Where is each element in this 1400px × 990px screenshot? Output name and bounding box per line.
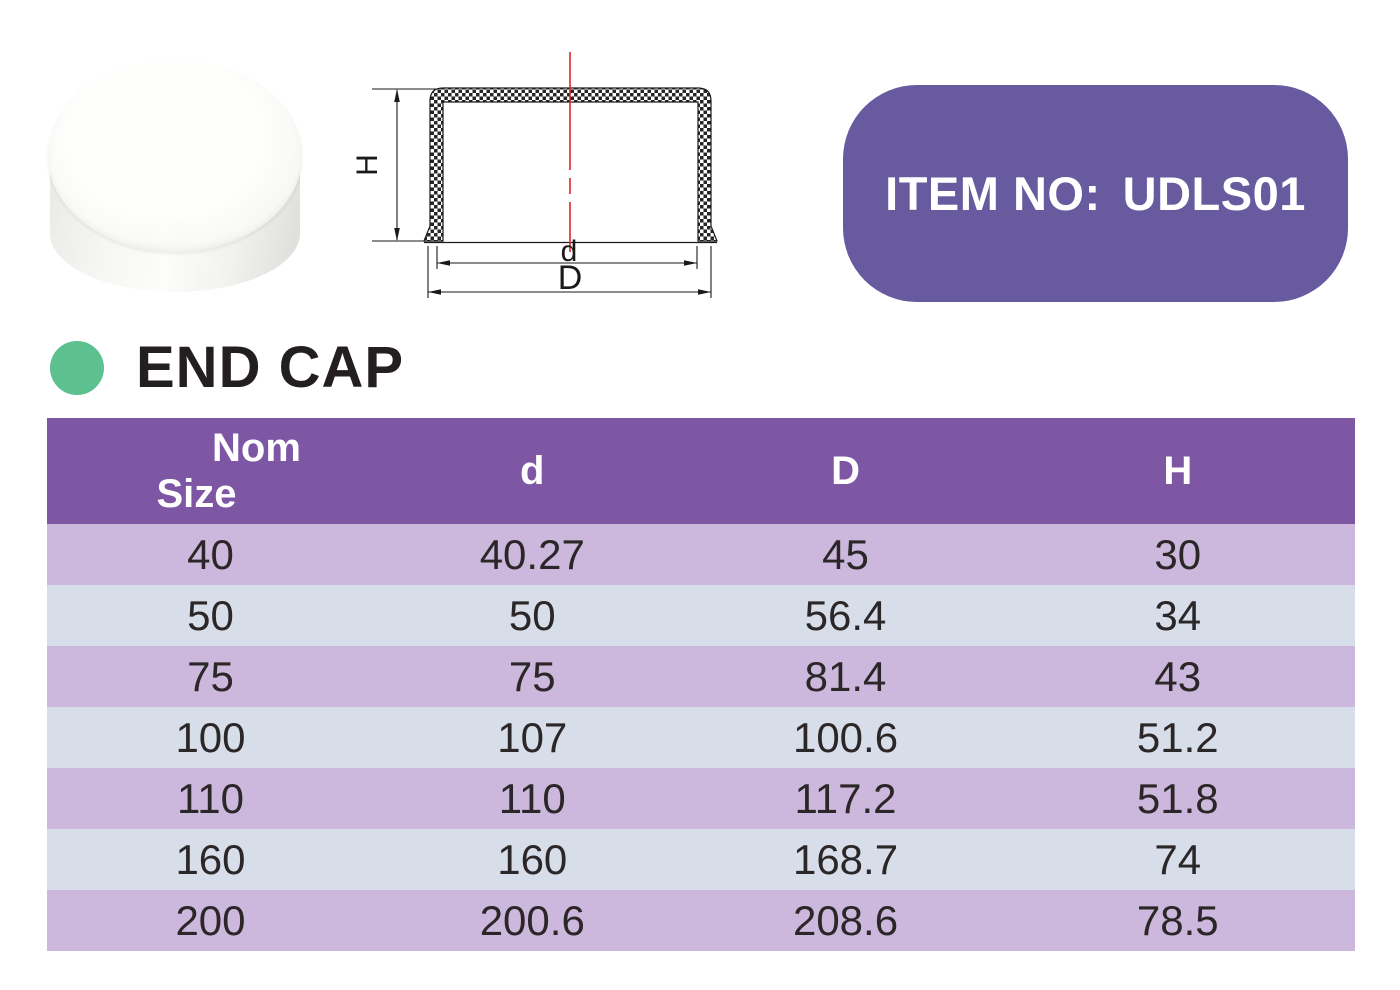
table-row: 75 75 81.4 43 [47,646,1355,707]
table-cell: 168.7 [792,835,899,883]
item-number-label: ITEM NO: [885,167,1101,220]
table-cell: 40.27 [479,530,585,578]
table-cell: 78.5 [1136,896,1219,944]
end-cap-top [48,60,302,252]
item-number-value: UDLS01 [1122,167,1306,220]
item-number-badge: ITEM NO: UDLS01 [843,85,1348,302]
table-cell: 75 [508,652,556,700]
dim-label-big-d: D [558,259,583,297]
table-row: 40 40.27 45 30 [47,524,1355,585]
table-row: 50 50 56.4 34 [47,585,1355,646]
table-row: 200 200.6 208.6 78.5 [47,890,1355,951]
table-cell: 160 [497,835,568,883]
header-nom-line2: Size [156,472,237,516]
product-photo [48,60,302,294]
table-cell: 74 [1154,835,1202,883]
table-body: 40 40.27 45 30 50 50 56.4 34 75 75 81.4 43 100 107 100… [47,524,1355,951]
table-cell: 208.6 [792,896,899,944]
table-cell: 117.2 [794,774,897,822]
table-cell: 51.8 [1136,774,1219,822]
table-cell: 50 [508,591,556,639]
header-big-d: D [690,418,1001,524]
table-cell: 30 [1154,530,1202,578]
table-cell: 110 [498,774,566,822]
cap-cross-section [423,87,718,242]
table-cell: 100 [175,713,246,761]
table-cell: 56.4 [804,591,887,639]
dimensions-table: Nom Size d D H 40 40.27 45 30 50 50 56.4 34 75 75… [47,418,1355,951]
header-nom-size: Nom Size [47,418,374,524]
table-cell: 51.2 [1136,713,1219,761]
dim-label-d: d [561,235,578,268]
table-header: Nom Size d D H [47,418,1355,524]
table-cell: 50 [187,591,234,639]
table-cell: 200.6 [479,896,585,944]
table-cell: 34 [1154,591,1202,639]
table-cell: 43 [1154,652,1202,700]
table-cell: 160 [175,835,246,883]
header-nom-line1: Nom [212,426,301,470]
table-row: 100 107 100.6 51.2 [47,707,1355,768]
table-row: 160 160 168.7 74 [47,829,1355,890]
dim-label-h: H [351,154,384,176]
header-d: d [374,418,691,524]
table-cell: 40 [187,530,234,578]
dimension-d-outer [427,246,712,298]
table-cell: 107 [497,713,568,761]
table-row: 110 110 117.2 51.8 [47,768,1355,829]
table-cell: 110 [177,774,244,822]
section-title: END CAP [136,335,405,400]
table-cell: 100.6 [792,713,899,761]
technical-drawing: H d D [351,52,718,298]
header-h: H [1000,418,1355,524]
section-title-row: END CAP [50,338,404,398]
section-bullet-icon [50,341,104,395]
dimension-d-inner [436,246,698,269]
table-cell: 45 [822,530,869,578]
dimension-h [372,88,436,242]
table-cell: 75 [187,652,234,700]
table-cell: 200 [175,896,246,944]
table-cell: 81.4 [804,652,887,700]
